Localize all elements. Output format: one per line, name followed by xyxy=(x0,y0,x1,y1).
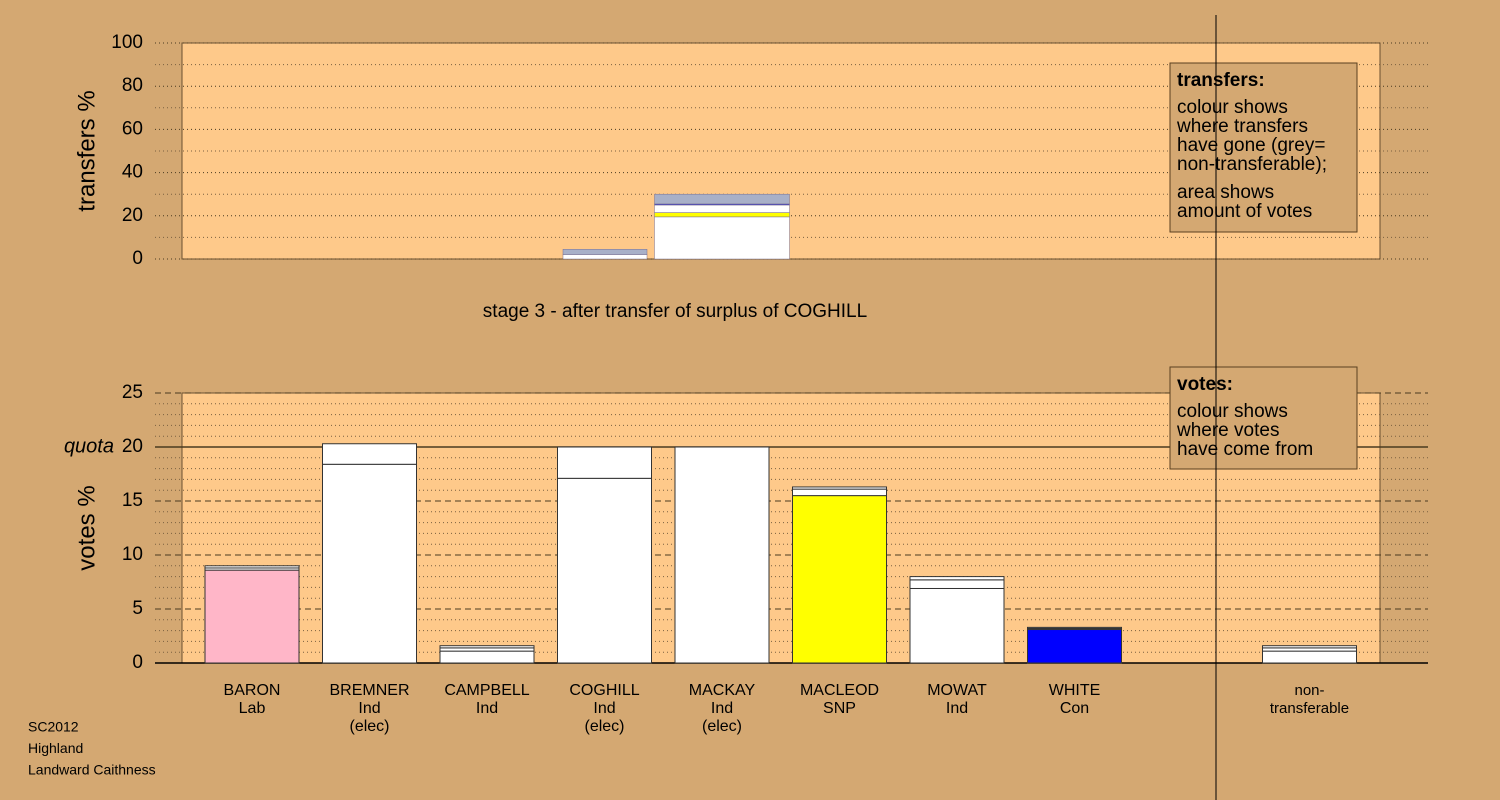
bar-segment xyxy=(909,579,1005,589)
transfer-segment xyxy=(562,249,648,255)
x-tick-label: MACKAY xyxy=(689,682,756,699)
x-tick-label: Ind xyxy=(711,700,733,717)
y-tick-label: 20 xyxy=(122,205,143,226)
bar-segment xyxy=(792,495,887,664)
legend-title: votes: xyxy=(1177,374,1233,395)
footer-text: Highland xyxy=(28,740,83,756)
y-axis-label: transfers % xyxy=(73,90,100,211)
bar-segment xyxy=(1262,645,1357,649)
bar-segment xyxy=(557,477,652,664)
y-tick-label: 40 xyxy=(122,162,143,183)
y-axis-label: votes % xyxy=(73,485,100,570)
x-tick-label: BARON xyxy=(224,682,281,699)
bar-segment xyxy=(909,576,1005,581)
x-tick-label: MACLEOD xyxy=(800,682,879,699)
y-tick-label: 10 xyxy=(122,544,143,565)
y-tick-label: 20 xyxy=(122,436,143,457)
legend-box xyxy=(1169,62,1358,233)
legend-text: where votes xyxy=(1176,420,1279,441)
x-tick-label: SNP xyxy=(823,700,856,717)
y-tick-label: 60 xyxy=(122,118,143,139)
y-tick-label: 0 xyxy=(132,652,143,673)
transfer-segment xyxy=(654,216,790,260)
legend-box xyxy=(1169,366,1358,470)
bar-segment xyxy=(792,486,887,490)
y-tick-label: 25 xyxy=(122,382,143,403)
x-tick-label: Ind xyxy=(593,700,615,717)
y-tick-label: 5 xyxy=(132,598,143,619)
legend-text: area shows xyxy=(1177,182,1274,203)
transfer-segment xyxy=(654,193,790,205)
x-tick-label: Con xyxy=(1060,700,1089,717)
x-tick-label: MOWAT xyxy=(927,682,987,699)
bar-segment xyxy=(674,446,770,664)
legend-text: colour shows xyxy=(1177,401,1288,422)
footer-text: Landward Caithness xyxy=(28,762,156,778)
bar-segment xyxy=(204,565,300,569)
bar-segment xyxy=(792,488,887,497)
transfer-segment xyxy=(654,204,790,213)
x-tick-label: Ind xyxy=(946,700,968,717)
y-tick-label: 100 xyxy=(111,32,143,53)
x-tick-label: COGHILL xyxy=(569,682,639,699)
bar-segment xyxy=(439,645,535,649)
y-tick-label: 15 xyxy=(122,490,143,511)
legend-text: non-transferable); xyxy=(1177,154,1327,175)
legend-text: amount of votes xyxy=(1177,201,1312,222)
transfer-segment xyxy=(562,254,648,260)
legend-text: have gone (grey= xyxy=(1177,135,1325,156)
bar-segment xyxy=(909,587,1005,664)
x-tick-label: (elec) xyxy=(584,718,624,735)
x-tick-label: Lab xyxy=(239,700,266,717)
x-tick-label: (elec) xyxy=(702,718,742,735)
legend-text: where transfers xyxy=(1176,116,1308,137)
bar-segment xyxy=(557,446,652,479)
chart-title: stage 3 - after transfer of surplus of C… xyxy=(483,301,867,322)
x-tick-label: transferable xyxy=(1270,700,1349,717)
x-tick-label: BREMNER xyxy=(329,682,409,699)
transfer-segment xyxy=(654,212,790,218)
y-tick-label: 0 xyxy=(132,248,143,269)
bar-segment xyxy=(204,569,300,664)
legend-title: transfers: xyxy=(1177,70,1265,91)
x-tick-label: Ind xyxy=(358,700,380,717)
legend-text: colour shows xyxy=(1177,97,1288,118)
quota-label: quota xyxy=(64,435,114,457)
x-tick-label: non- xyxy=(1294,682,1324,699)
bar-segment xyxy=(439,650,535,664)
bar-segment xyxy=(1027,626,1122,629)
bar-segment xyxy=(322,463,417,664)
x-tick-label: (elec) xyxy=(349,718,389,735)
footer-text: SC2012 xyxy=(28,719,79,735)
x-tick-label: CAMPBELL xyxy=(444,682,529,699)
bar-segment xyxy=(1027,629,1122,664)
x-tick-label: WHITE xyxy=(1049,682,1101,699)
y-tick-label: 80 xyxy=(122,75,143,96)
legend-text: have come from xyxy=(1177,439,1313,460)
x-tick-label: Ind xyxy=(476,700,498,717)
bar-segment xyxy=(322,443,417,465)
bar-segment xyxy=(1262,650,1357,664)
